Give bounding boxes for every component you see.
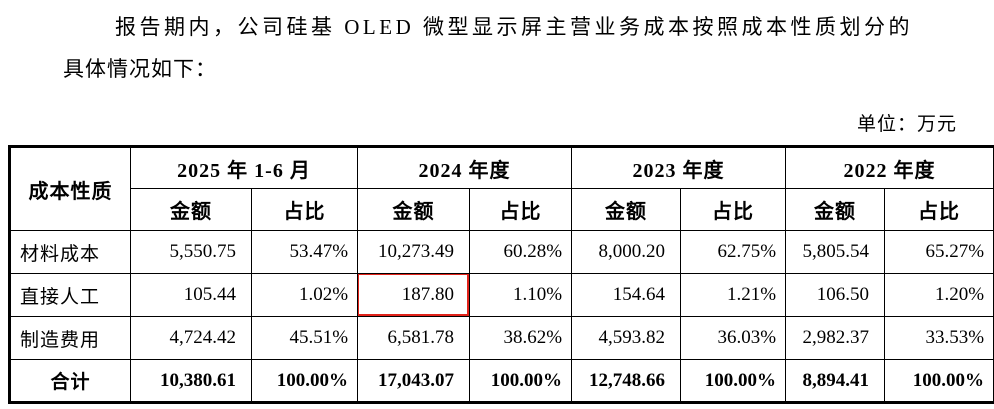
cost-structure-table: 成本性质 2025 年 1-6 月 2024 年度 2023 年度 2022 年… [8,145,994,404]
paragraph-line-2: 具体情况如下： [63,57,217,81]
period-header-2022: 2022 年度 [785,146,994,189]
ratio-header-2025: 占比 [250,188,359,231]
amount-cell: 105.44 [130,273,252,317]
paragraph-line-1: 报告期内，公司硅基 OLED 微型显示屏主营业务成本按照成本性质划分的 [115,15,913,39]
table-row-total: 合计 10,380.61 100.00% 17,043.07 100.00% 1… [9,359,994,403]
row-label: 合计 [9,359,131,403]
ratio-cell: 45.51% [250,316,359,360]
highlighted-value: 187.80 [401,284,455,305]
amount-cell: 6,581.78 [357,316,471,360]
period-header-2023: 2023 年度 [571,146,787,189]
amount-cell: 8,894.41 [785,359,886,403]
ratio-cell: 33.53% [884,316,994,360]
ratio-cell: 65.27% [884,230,994,274]
ratio-cell: 53.47% [250,230,359,274]
ratio-header-2023: 占比 [680,188,787,231]
amount-cell: 106.50 [785,273,886,317]
ratio-cell: 1.20% [884,273,994,317]
amount-header-2025: 金额 [130,188,252,231]
highlighted-amount-cell: 187.80 [357,273,471,317]
ratio-cell: 100.00% [884,359,994,403]
row-label: 材料成本 [9,230,131,274]
amount-cell: 4,724.42 [130,316,252,360]
ratio-cell: 1.10% [469,273,573,317]
ratio-header-2024: 占比 [469,188,573,231]
row-label: 直接人工 [9,273,131,317]
period-header-2025: 2025 年 1-6 月 [129,146,359,189]
amount-cell: 10,380.61 [130,359,252,403]
intro-paragraph: 报告期内，公司硅基 OLED 微型显示屏主营业务成本按照成本性质划分的 具体情况… [63,6,943,90]
table-row-manufacturing-overhead: 制造费用 4,724.42 45.51% 6,581.78 38.62% 4,5… [9,316,994,360]
ratio-cell: 100.00% [469,359,573,403]
header-row-subcolumns: 金额 占比 金额 占比 金额 占比 金额 占比 [10,188,994,231]
amount-cell: 4,593.82 [571,316,682,360]
table-row-material-cost: 材料成本 5,550.75 53.47% 10,273.49 60.28% 8,… [9,230,994,274]
amount-cell: 5,550.75 [130,230,252,274]
period-header-2024: 2024 年度 [357,146,573,189]
amount-cell: 5,805.54 [785,230,886,274]
amount-cell: 12,748.66 [571,359,682,403]
corner-header-cell: 成本性质 [9,146,131,231]
amount-cell: 8,000.20 [571,230,682,274]
amount-cell: 10,273.49 [357,230,471,274]
ratio-cell: 60.28% [469,230,573,274]
amount-header-2023: 金额 [571,188,682,231]
unit-label: 单位：万元 [856,114,957,135]
ratio-cell: 1.21% [680,273,787,317]
amount-cell: 2,982.37 [785,316,886,360]
amount-cell: 17,043.07 [357,359,471,403]
ratio-cell: 1.02% [250,273,359,317]
header-row-periods: 成本性质 2025 年 1-6 月 2024 年度 2023 年度 2022 年… [9,146,994,231]
table-row-direct-labor: 直接人工 105.44 1.02% 187.80 1.10% 154.64 1.… [9,273,994,317]
ratio-cell: 100.00% [250,359,359,403]
ratio-cell: 38.62% [469,316,573,360]
amount-header-2024: 金额 [357,188,471,231]
ratio-cell: 62.75% [680,230,787,274]
ratio-cell: 36.03% [680,316,787,360]
amount-header-2022: 金额 [785,188,886,231]
ratio-cell: 100.00% [680,359,787,403]
row-label: 制造费用 [9,316,131,360]
amount-cell: 154.64 [571,273,682,317]
ratio-header-2022: 占比 [884,188,994,231]
